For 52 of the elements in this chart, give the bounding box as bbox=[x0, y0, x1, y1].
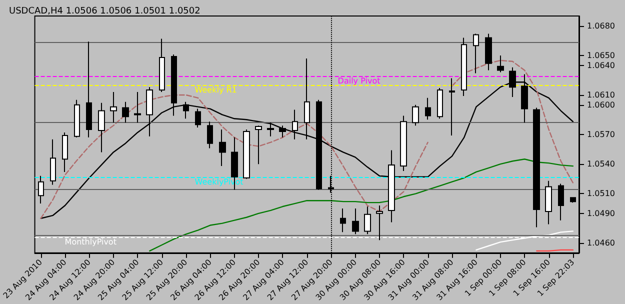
candlestick bbox=[558, 183, 564, 221]
candlestick bbox=[255, 125, 262, 165]
candlestick bbox=[195, 108, 201, 128]
y-tick-label: 1.0460 bbox=[587, 238, 615, 248]
candlestick bbox=[38, 175, 44, 204]
candlestick bbox=[207, 121, 213, 149]
candlestick bbox=[86, 41, 92, 138]
y-tick-label: 1.0680 bbox=[587, 21, 615, 30]
candlestick bbox=[74, 99, 80, 138]
chart-title: USDCAD,H4 1.0506 1.0506 1.0501 1.0502 bbox=[9, 6, 200, 16]
candlestick bbox=[352, 208, 359, 235]
candlestick bbox=[110, 92, 117, 124]
candlestick bbox=[146, 86, 153, 137]
candlestick bbox=[545, 180, 552, 225]
candlestick bbox=[243, 129, 250, 180]
y-tick-label: 1.0570 bbox=[587, 130, 615, 139]
candlestick bbox=[316, 99, 322, 190]
candlestick bbox=[183, 101, 189, 120]
candlestick bbox=[570, 197, 576, 204]
candlestick bbox=[533, 107, 540, 228]
candlestick bbox=[473, 33, 479, 74]
y-tick-label: 1.0650 bbox=[587, 50, 615, 60]
candlestick bbox=[50, 138, 56, 186]
ref-line-label: MonthlyPivot bbox=[64, 238, 116, 247]
candlestick bbox=[98, 102, 105, 153]
candlestick bbox=[219, 129, 226, 167]
candlestick bbox=[279, 125, 286, 138]
candlestick bbox=[122, 101, 129, 124]
ref-line-label: Weekly R1 bbox=[194, 86, 237, 95]
y-tick-label: 1.0490 bbox=[587, 208, 615, 218]
candlestick bbox=[292, 109, 298, 140]
y-tick-label: 1.0600 bbox=[587, 100, 615, 110]
candlestick bbox=[267, 122, 274, 137]
y-tick-label: 1.0640 bbox=[587, 60, 615, 70]
candlestick bbox=[364, 206, 371, 235]
line-series bbox=[149, 158, 574, 252]
candlestick bbox=[400, 115, 407, 172]
candlestick bbox=[449, 78, 455, 136]
candlestick bbox=[134, 92, 141, 124]
candlestick bbox=[497, 54, 504, 73]
ref-line-label: Daily Pivot bbox=[338, 76, 380, 86]
candlestick bbox=[425, 97, 431, 120]
candlestick bbox=[437, 88, 443, 120]
candlestick bbox=[485, 33, 492, 71]
candlestick bbox=[62, 132, 68, 172]
candlestick bbox=[340, 208, 346, 233]
candlestick bbox=[461, 37, 467, 96]
y-tick-label: 1.0610 bbox=[587, 90, 615, 100]
y-tick-label: 1.0540 bbox=[587, 160, 615, 169]
candlestick bbox=[412, 104, 419, 126]
y-tick-label: 1.0510 bbox=[587, 189, 615, 198]
candlestick bbox=[159, 38, 165, 93]
